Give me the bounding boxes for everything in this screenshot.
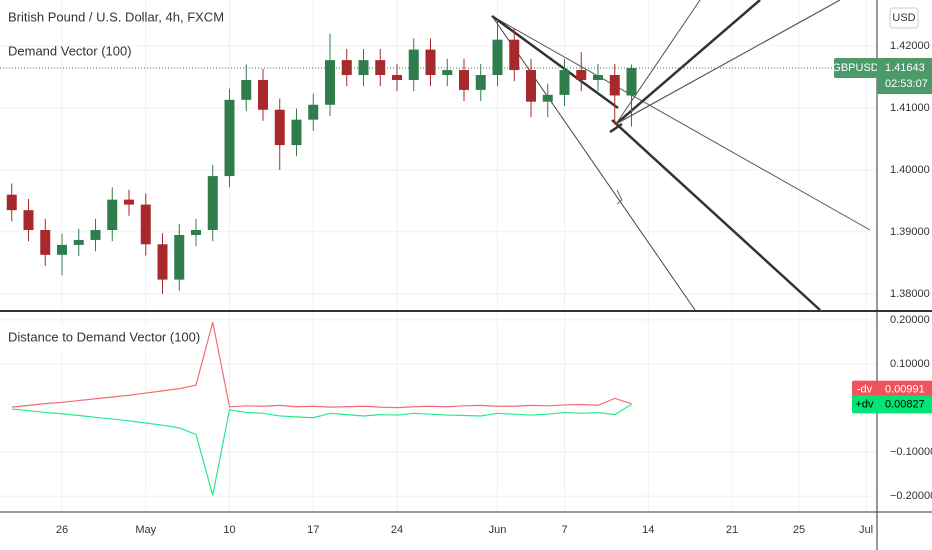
candle-body <box>107 199 118 231</box>
candle-body <box>526 70 536 102</box>
value-tag-bg <box>877 395 932 414</box>
x-tick-label: 14 <box>642 524 654 536</box>
price-tag: 1.41643 <box>885 62 925 74</box>
series-line <box>11 403 632 496</box>
legend-tag-bg <box>852 380 877 399</box>
candle-body <box>425 49 436 76</box>
candle-body <box>40 230 51 255</box>
candle-body <box>593 75 603 80</box>
countdown: 02:53:07 <box>885 78 928 90</box>
candle-body <box>408 49 419 80</box>
symbol-tag-bg <box>834 58 877 79</box>
trend-line <box>615 0 841 125</box>
y-tick-label: −0.10000 <box>890 446 932 458</box>
candle-body <box>23 210 34 231</box>
legend-tag-bg <box>852 395 877 414</box>
candle-body <box>375 60 386 76</box>
x-tick-label: Jul <box>859 524 873 536</box>
candle-body <box>576 70 587 80</box>
candle-body <box>274 109 285 146</box>
x-tick-label: 25 <box>793 524 805 536</box>
currency-button[interactable] <box>889 7 919 29</box>
candle-body <box>609 75 620 96</box>
arrow <box>616 189 623 205</box>
y-tick-label: 0.10000 <box>890 358 930 370</box>
x-tick-label: 7 <box>561 524 567 536</box>
x-tick-label: 21 <box>726 524 738 536</box>
candle-body <box>73 239 84 245</box>
candle-body <box>174 234 185 280</box>
y-tick-label: 1.38000 <box>890 288 930 300</box>
legend-tag: +dv <box>855 398 874 410</box>
candle-body <box>492 39 503 76</box>
candle-body <box>475 75 486 90</box>
trend-line <box>491 14 619 110</box>
candle-body <box>509 39 520 71</box>
legend-tag: -dv <box>857 384 873 396</box>
y-tick-label: 1.40000 <box>890 164 930 176</box>
trend-line <box>615 0 701 125</box>
y-tick-label: 0.20000 <box>890 314 930 326</box>
candle-body <box>157 244 168 280</box>
candle-body <box>57 244 67 255</box>
candle-body <box>191 230 201 235</box>
value-tag-bg <box>877 380 932 399</box>
symbol-tag: GBPUSD <box>832 62 879 74</box>
drawings <box>491 0 871 311</box>
pane-title: Distance to Demand Vector (100) <box>8 329 200 344</box>
legend-bg <box>4 327 176 349</box>
trend-line <box>611 119 821 311</box>
marks <box>0 19 877 496</box>
candle-body <box>308 104 319 120</box>
currency[interactable]: USD <box>892 12 915 24</box>
candle-body <box>124 199 134 205</box>
trend-line <box>491 15 696 311</box>
candle-body <box>392 75 402 80</box>
candle-body <box>291 119 302 146</box>
y-tick-label: 1.42000 <box>890 40 930 52</box>
trend-line <box>615 0 761 125</box>
candle-body <box>542 94 553 102</box>
candle-body <box>90 230 101 240</box>
y-tick-label: 1.41000 <box>890 102 930 114</box>
value-tag: 0.00827 <box>885 398 925 410</box>
x-tick-label: 17 <box>307 524 319 536</box>
trend-line <box>609 122 623 134</box>
x-tick-label: May <box>135 524 156 536</box>
candle-body <box>341 60 352 76</box>
candle-body <box>559 70 570 95</box>
tags: 26 May 10 17 24 Jun 7 14 21 25 Jul 1.38000 1.39000 1.… <box>56 40 932 536</box>
candle-body <box>325 60 335 105</box>
value-tag: 0.00991 <box>885 384 925 396</box>
candle-body <box>207 176 218 231</box>
price-tag-bg <box>877 58 932 95</box>
candle-body <box>140 204 151 245</box>
chart-title: British Pound / U.S. Dollar, 4h, FXCM <box>8 9 224 24</box>
x-tick-label: 10 <box>223 524 235 536</box>
candle-body <box>258 79 268 110</box>
trend-line <box>491 15 871 231</box>
y-tick-label: 1.39000 <box>890 226 930 238</box>
candle-body <box>224 99 235 177</box>
x-tick-label: Jun <box>489 524 507 536</box>
candle-body <box>241 79 252 100</box>
candle-body <box>6 194 17 211</box>
x-tick-label: 26 <box>56 524 68 536</box>
indicator-title: Demand Vector (100) <box>8 43 132 58</box>
candle-body <box>626 68 637 96</box>
x-tick-label: 24 <box>391 524 403 536</box>
y-tick-label: −0.20000 <box>890 490 932 502</box>
candle-body <box>442 70 453 76</box>
candle-body <box>459 70 469 90</box>
grid <box>0 0 877 512</box>
series-line <box>11 321 632 409</box>
